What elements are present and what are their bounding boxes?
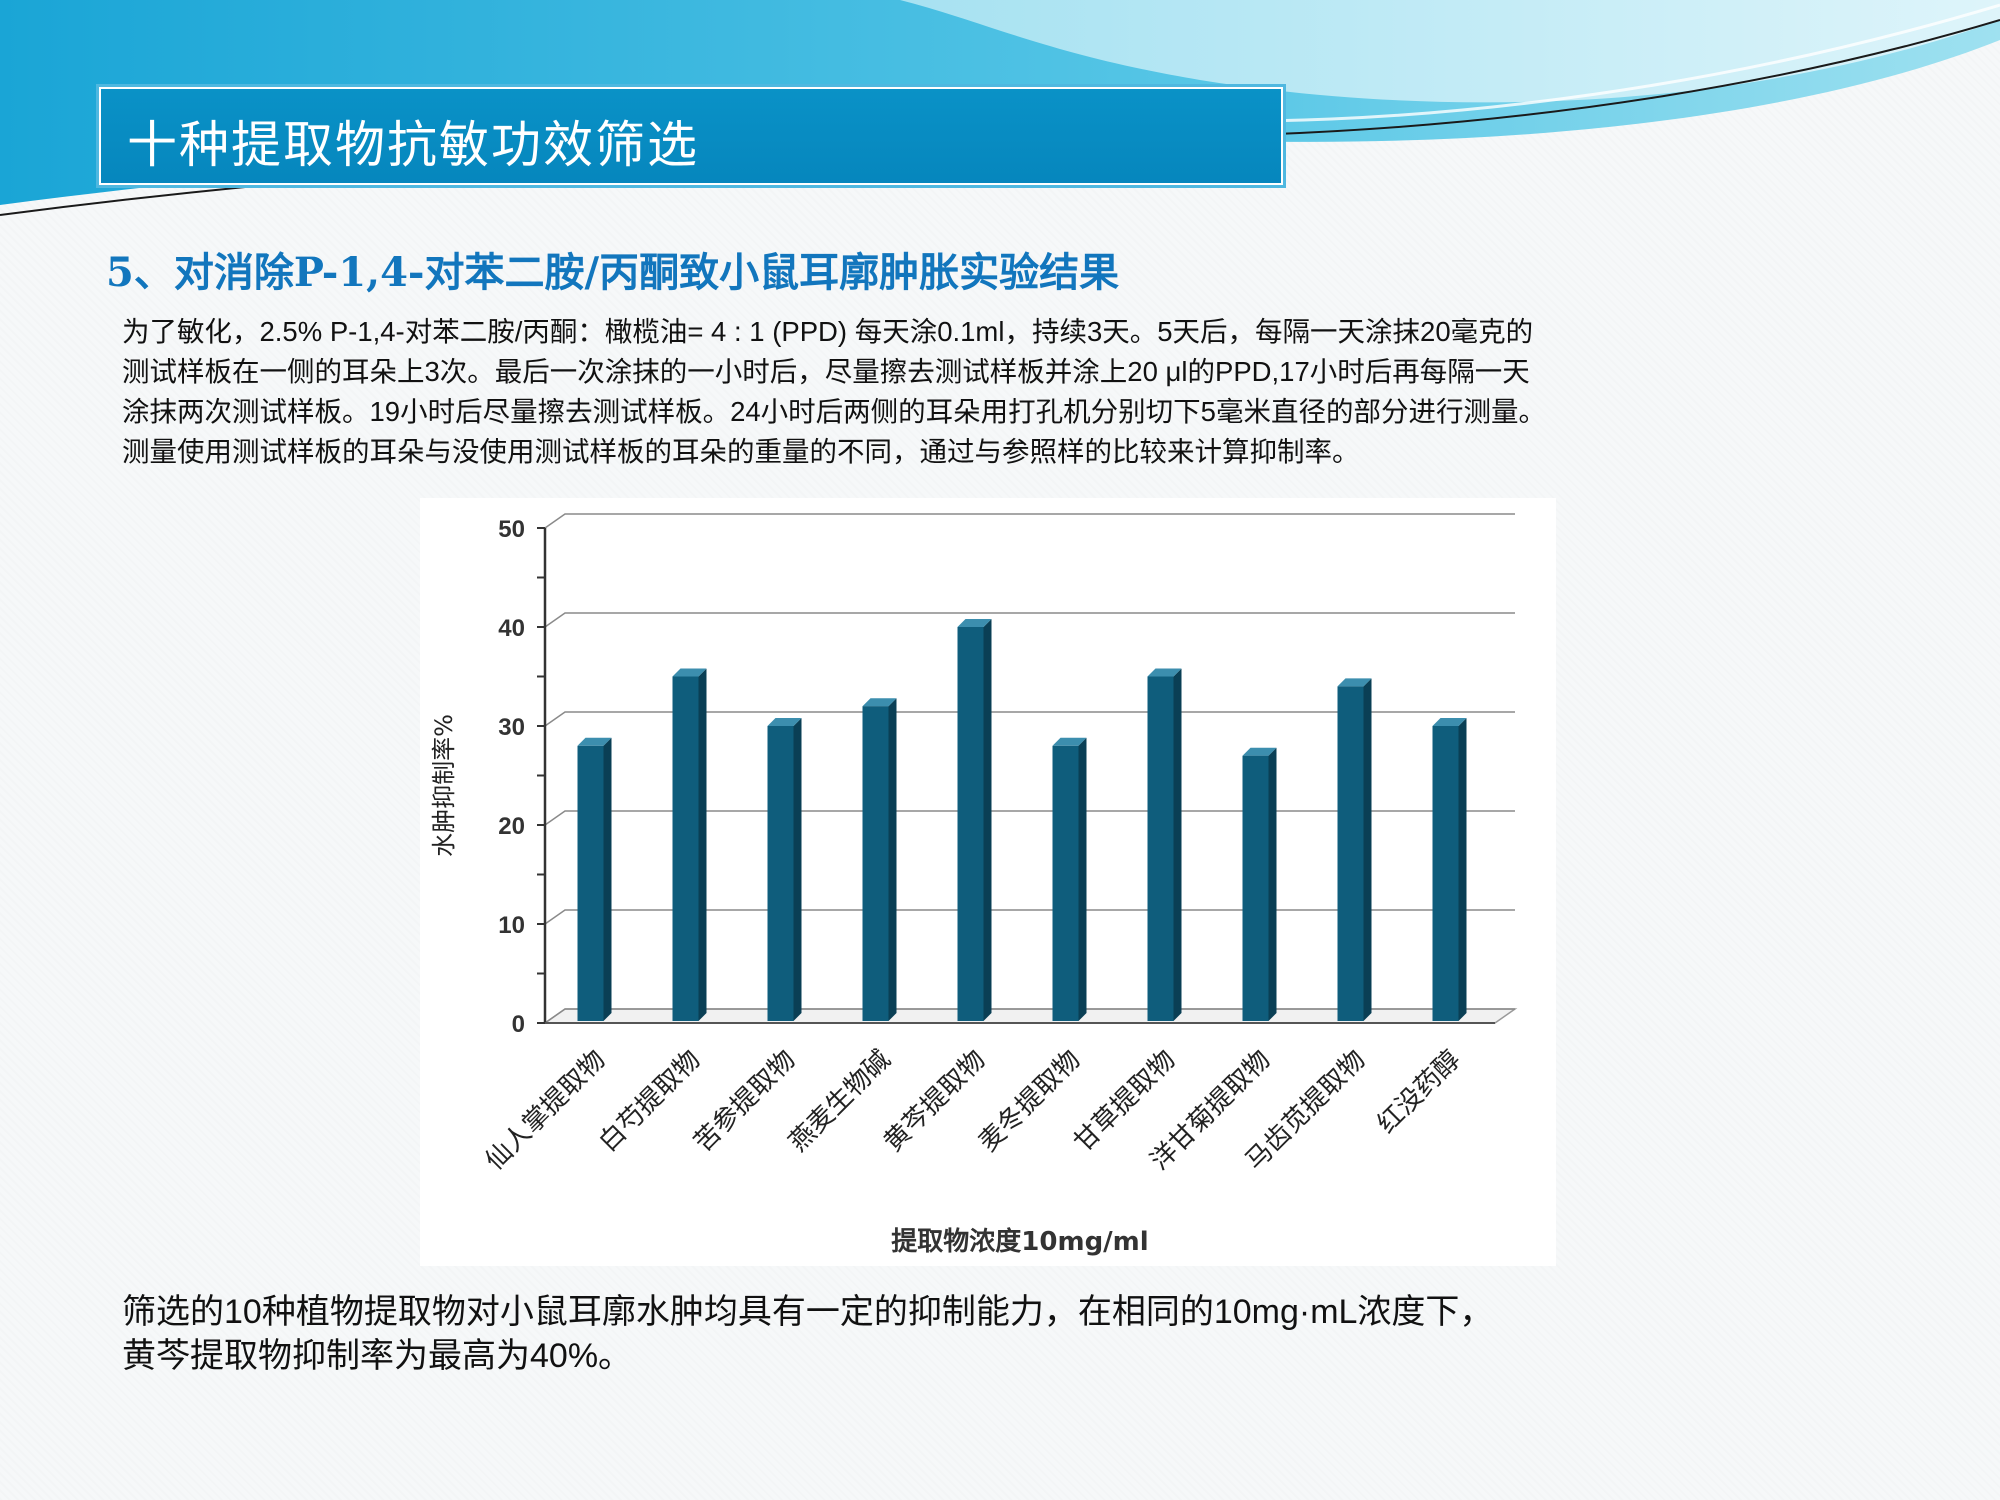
bar xyxy=(1432,726,1459,1021)
method-line: 测量使用测试样板的耳朵与没使用测试样板的耳朵的重量的不同，通过与参照样的比较来计… xyxy=(122,436,1360,467)
x-category-label: 麦冬提取物 xyxy=(973,1045,1086,1158)
x-category-label: 燕麦生物碱 xyxy=(783,1045,896,1158)
method-line: 测试样板在一侧的耳朵上3次。最后一次涂抹的一小时后，尽量擦去测试样板并涂上20 … xyxy=(122,356,1530,387)
gridline xyxy=(544,810,1515,826)
bar-top xyxy=(862,698,897,707)
y-tick-label: 40 xyxy=(498,615,525,642)
bar-top xyxy=(767,718,802,726)
method-description: 为了敏化，2.5% P-1,4-对苯二胺/丙酮：橄榄油= 4 : 1 (PPD)… xyxy=(122,312,1842,472)
y-tick-label: 50 xyxy=(498,516,525,543)
bar-top xyxy=(1432,718,1467,726)
conclusion-line: 黄芩提取物抑制率为最高为40%。 xyxy=(122,1337,633,1375)
y-axis-title: 水肿抑制率% xyxy=(430,714,458,857)
gridline xyxy=(544,612,1515,628)
bar xyxy=(767,726,794,1021)
x-category-label: 红没药醇 xyxy=(1372,1045,1467,1140)
bar-side xyxy=(603,737,612,1021)
slide-title-banner: 十种提取物抗敏功效筛选 xyxy=(96,84,1286,188)
method-line: 涂抹两次测试样板。19小时后尽量擦去测试样板。24小时后两侧的耳朵用打孔机分别切… xyxy=(122,396,1546,427)
conclusion-text: 筛选的10种植物提取物对小鼠耳廓水肿均具有一定的抑制能力，在相同的10mg·mL… xyxy=(122,1290,1842,1378)
bar xyxy=(862,706,889,1021)
x-category-label: 仙人掌提取物 xyxy=(480,1045,612,1177)
bar-side xyxy=(1078,737,1087,1021)
slide-subtitle: 5、对消除P-1,4-对苯二胺/丙酮致小鼠耳廓肿胀实验结果 xyxy=(106,249,1120,296)
bar-top xyxy=(672,668,707,677)
y-tick-label: 0 xyxy=(512,1011,525,1038)
method-line: 为了敏化，2.5% P-1,4-对苯二胺/丙酮：橄榄油= 4 : 1 (PPD)… xyxy=(122,316,1534,347)
x-axis-title: 提取物浓度10mg/ml xyxy=(891,1226,1148,1257)
x-category-label: 白芍提取物 xyxy=(593,1045,706,1158)
bar-top xyxy=(1242,747,1277,756)
bar-side xyxy=(1458,718,1467,1021)
gridline xyxy=(544,1008,1515,1024)
bar xyxy=(1337,686,1364,1021)
bar-top xyxy=(1337,678,1372,687)
gridline xyxy=(544,513,1515,529)
bar xyxy=(577,745,604,1021)
slide-title: 十种提取物抗敏功效筛选 xyxy=(127,116,699,174)
bar-top xyxy=(1052,737,1087,746)
bar-side xyxy=(698,668,707,1021)
bar xyxy=(1147,676,1174,1021)
chart-panel: 0 10 20 30 40 50 仙人掌提取物 白芍提取物 苦参提取物 燕麦生物碱 黄芩提取物 麦冬提… xyxy=(420,498,1556,1266)
x-category-label: 黄芩提取物 xyxy=(878,1045,991,1158)
bar xyxy=(957,627,984,1021)
bar-chart: 0 10 20 30 40 50 仙人掌提取物白芍提取物苦参提取物燕麦生物碱黄芩提取物麦冬提… xyxy=(430,513,1518,1257)
y-tick-label: 30 xyxy=(498,714,525,741)
bar-top xyxy=(577,737,612,746)
bar-side xyxy=(888,698,897,1021)
bar-side xyxy=(1268,747,1277,1021)
x-category-label: 苦参提取物 xyxy=(688,1045,801,1158)
gridline xyxy=(544,711,1515,727)
gridline xyxy=(544,909,1515,925)
y-tick-label: 20 xyxy=(498,813,525,840)
bar-side xyxy=(1363,678,1372,1021)
bar-top xyxy=(957,619,992,627)
bar xyxy=(1242,755,1269,1021)
bar-side xyxy=(793,718,802,1021)
bar-side xyxy=(983,619,992,1021)
conclusion-line: 筛选的10种植物提取物对小鼠耳廓水肿均具有一定的抑制能力，在相同的10mg·mL… xyxy=(122,1293,1494,1331)
bar xyxy=(672,676,699,1021)
y-tick-label: 10 xyxy=(498,912,525,939)
bar-top xyxy=(1147,668,1182,677)
bar-side xyxy=(1173,668,1182,1021)
bar xyxy=(1052,745,1079,1021)
